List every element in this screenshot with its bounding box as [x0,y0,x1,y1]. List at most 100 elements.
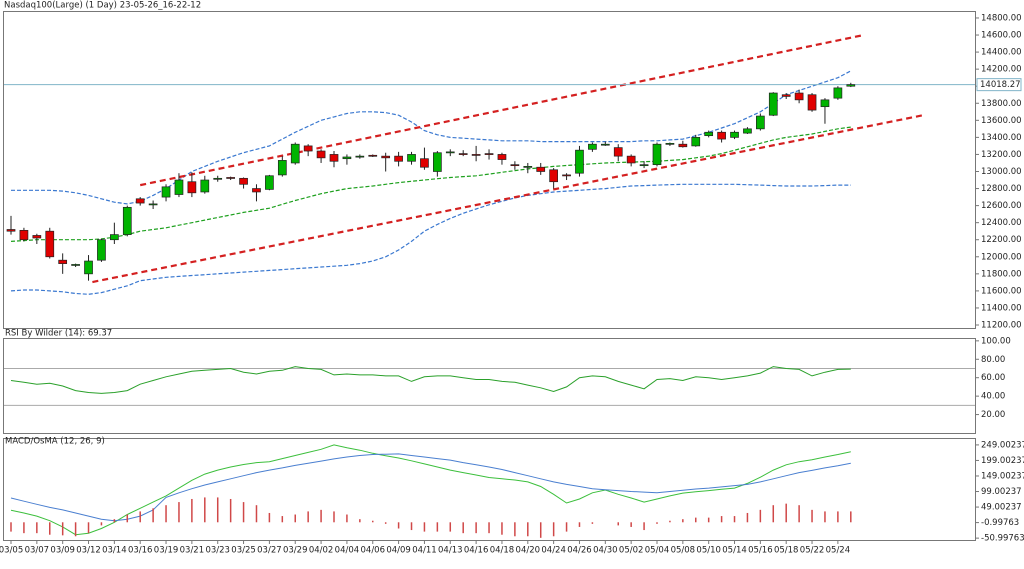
osma-bar [772,505,775,523]
candle-body [846,84,856,87]
candle-body [122,206,132,235]
osma-bar [436,522,439,532]
candle-body [562,174,571,177]
x-tick-label: 04/30 [593,546,618,556]
candle-body [484,153,494,155]
x-tick-label: 03/29 [283,546,308,556]
candle-body [833,87,843,99]
y-tick-label: 11800.00 [981,269,1022,279]
candle-body [678,143,688,148]
candle-body [148,203,158,206]
y-tick-label: 12200.00 [981,235,1022,245]
osma-bar [126,514,129,523]
candle-body [730,131,739,138]
rsi-title: RSI By Wilder (14): 69.37 [5,329,112,339]
candle-body [316,150,326,159]
osma-bar [152,508,154,523]
osma-bar [410,522,413,531]
y-tick-label: 20.00 [981,410,1005,420]
candle-body [588,143,597,150]
osma-bar [591,522,594,524]
y-tick-label: 100.00 [981,336,1011,346]
candle-body [639,164,649,167]
osma-bar [49,522,51,535]
x-tick-label: 04/13 [438,546,463,556]
x-tick-label: 03/27 [257,546,282,556]
candle-body [19,229,29,241]
candle-body [458,153,468,155]
osma-bar [384,522,387,524]
osma-bar [294,514,296,523]
candle-body [600,143,610,146]
y-tick-label: 14600.00 [981,31,1022,41]
osma-bar [565,522,568,532]
osma-bar [785,503,787,523]
candle-body [84,260,93,275]
x-tick-label: 04/11 [412,546,437,556]
y-tick-label: 149.00237 [981,471,1024,481]
y-tick-label: 12400.00 [981,218,1022,228]
osma-bar [36,522,38,534]
osma-bar [501,522,503,535]
y-tick-label: 14200.00 [981,65,1022,75]
candle-body [32,235,42,239]
x-tick-label: 05/22 [800,546,825,556]
trend-line [92,113,925,284]
osma-bar [462,522,464,534]
x-tick-label: 03/21 [180,546,205,556]
x-tick-label: 04/06 [361,546,386,556]
osma-bar [191,498,193,523]
osma-bar [759,509,762,523]
x-tick-label: 03/14 [102,546,127,556]
candle-body [756,115,765,130]
osma-bar [242,502,245,523]
y-tick-label: 49.00237 [981,503,1022,513]
candle-body [161,186,171,198]
osma-bar [449,522,452,532]
candle-body [433,152,442,172]
osma-bar [281,516,284,523]
osma-bar [165,505,167,523]
y-tick-label: 13000.00 [981,167,1022,177]
candle-body [226,177,235,179]
x-tick-label: 04/20 [516,546,541,556]
x-tick-label: 05/04 [645,546,670,556]
candle-body [97,239,106,261]
osma-bar [74,522,77,537]
osma-bar [824,511,826,523]
x-tick-label: 05/18 [774,546,799,556]
candle-body [691,137,701,147]
y-tick-label: 14400.00 [981,48,1022,58]
y-tick-label: 60.00 [981,373,1005,383]
x-tick-label: 03/23 [205,546,230,556]
y-tick-label: 13800.00 [981,99,1022,109]
price-panel [3,11,976,329]
candle-body [445,151,455,154]
candle-body [110,234,119,241]
osma-bar [61,522,64,536]
x-tick-label: 05/02 [619,546,644,556]
osma-bar [720,516,723,523]
x-tick-label: 05/16 [748,546,773,556]
x-tick-label: 04/24 [541,546,566,556]
osma-bar [811,509,813,523]
candle-body [381,155,391,159]
y-tick-label: 14800.00 [981,13,1022,23]
macd-line [10,453,851,522]
candle-body [768,92,778,116]
candle-body [6,229,16,232]
candle-body [536,166,546,172]
candle-body [265,175,274,190]
band-line [10,126,851,242]
osma-bar [100,522,103,526]
osma-bar [320,509,322,523]
osma-bar [475,522,477,534]
x-tick-label: 04/02 [309,546,334,556]
candle-body [290,143,300,164]
x-tick-label: 04/04 [335,546,360,556]
y-tick-label: 12800.00 [981,184,1022,194]
x-tick-label: 03/25 [231,546,256,556]
candle-body [329,154,339,162]
